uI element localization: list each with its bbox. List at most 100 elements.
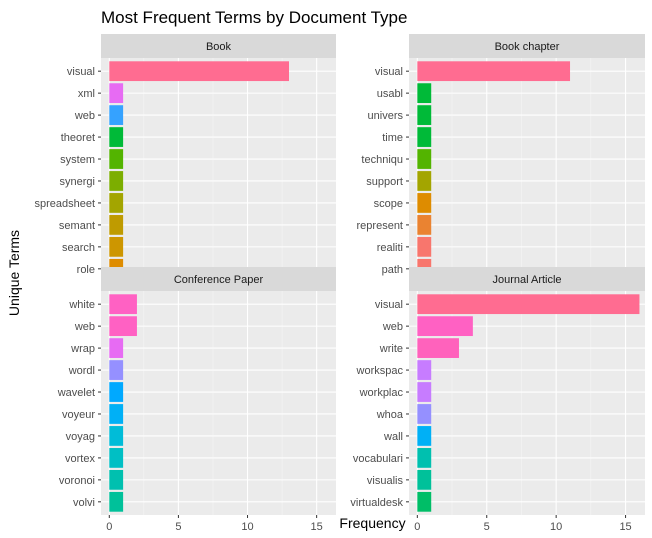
bar-conference-paper-voyeur: [109, 404, 124, 424]
bar-conference-paper-wordl: [109, 360, 124, 380]
y-tick-label: semant: [59, 220, 95, 232]
y-tick-label: workplac: [359, 387, 404, 399]
y-tick-label: web: [74, 110, 95, 122]
bar-book-web: [109, 105, 124, 125]
y-tick-label: vortex: [65, 453, 95, 465]
bar-conference-paper-wavelet: [109, 382, 124, 402]
y-tick-label: voyeur: [62, 409, 95, 421]
y-axis-title: Unique Terms: [6, 230, 22, 316]
bar-journal-article-vocabulari: [417, 448, 432, 468]
bar-book-system: [109, 149, 124, 169]
facet-panels: Book visual xml web theoret system synergi spre…: [34, 34, 645, 533]
bar-book-chapter-usabl: [417, 83, 432, 104]
facet-book-chapter: Book chapter visual usabl univers time techni…: [357, 34, 645, 282]
bar-journal-article-workspac: [417, 360, 432, 380]
bar-conference-paper-white: [109, 294, 137, 315]
y-tick-label: visualis: [367, 475, 404, 487]
y-tick-label: wall: [383, 431, 403, 443]
y-tick-label: role: [77, 264, 95, 276]
bar-journal-article-wall: [417, 426, 432, 446]
chart-title: Most Frequent Terms by Document Type: [101, 8, 407, 27]
bar-conference-paper-wrap: [109, 338, 124, 358]
facet-strip-label: Journal Article: [492, 274, 561, 286]
y-tick-label: univers: [368, 110, 404, 122]
y-tick-label: visual: [375, 299, 403, 311]
y-tick-label: path: [382, 264, 403, 276]
facet-strip: [409, 267, 645, 291]
y-tick-label: write: [379, 343, 403, 355]
y-tick-label: represent: [357, 220, 403, 232]
bar-book-chapter-scope: [417, 193, 432, 213]
bar-book-synergi: [109, 171, 124, 191]
bar-journal-article-visual: [417, 294, 640, 315]
bar-conference-paper-vortex: [109, 448, 124, 468]
facet-strip-label: Book: [206, 41, 232, 53]
bar-journal-article-workplac: [417, 382, 432, 402]
y-tick-label: search: [62, 242, 95, 254]
bar-book-chapter-techniqu: [417, 149, 432, 169]
facet-strip-label: Book chapter: [495, 41, 560, 53]
plot-panel: [101, 58, 336, 282]
facet-conference-paper: Conference Paper white web wrap wordl wavelet…: [57, 267, 336, 533]
y-tick-label: xml: [78, 88, 95, 100]
bar-book-theoret: [109, 127, 124, 147]
bar-book-chapter-support: [417, 171, 432, 191]
y-tick-label: vocabulari: [353, 453, 403, 465]
y-tick-label: visual: [67, 66, 95, 78]
bar-conference-paper-voronoi: [109, 469, 124, 490]
bar-conference-paper-voyag: [109, 426, 124, 446]
bar-journal-article-visualis: [417, 469, 432, 490]
facet-book: Book visual xml web theoret system synergi spre…: [34, 34, 336, 282]
y-tick-label: scope: [374, 198, 403, 210]
y-tick-label: theoret: [61, 132, 95, 144]
bar-journal-article-write: [417, 338, 459, 358]
bar-conference-paper-web: [109, 316, 137, 337]
bar-journal-article-whoa: [417, 404, 432, 424]
y-tick-label: voyag: [66, 431, 95, 443]
y-tick-label: spreadsheet: [34, 198, 95, 210]
plot-panel: [101, 291, 336, 515]
facet-strip: [409, 34, 645, 58]
bar-journal-article-virtualdesk: [417, 491, 432, 512]
x-tick-label: 5: [175, 521, 181, 533]
y-tick-label: synergi: [60, 176, 95, 188]
facet-strip: [101, 267, 336, 291]
y-tick-label: voronoi: [59, 475, 95, 487]
y-tick-label: wavelet: [57, 387, 95, 399]
y-tick-label: wrap: [70, 343, 95, 355]
plot-panel: [409, 58, 645, 282]
y-tick-label: system: [60, 154, 95, 166]
y-tick-label: virtualdesk: [350, 497, 403, 509]
y-tick-label: workspac: [356, 365, 404, 377]
y-tick-label: realiti: [377, 242, 403, 254]
y-tick-label: web: [74, 321, 95, 333]
x-tick-label: 15: [311, 521, 323, 533]
x-tick-label: 0: [414, 521, 420, 533]
x-tick-label: 15: [619, 521, 631, 533]
facet-strip: [101, 34, 336, 58]
y-tick-label: white: [68, 299, 95, 311]
x-tick-label: 5: [484, 521, 490, 533]
bar-book-spreadsheet: [109, 193, 124, 213]
x-tick-label: 10: [241, 521, 253, 533]
x-tick-label: 10: [550, 521, 562, 533]
bar-book-chapter-visual: [417, 61, 571, 82]
bar-book-search: [109, 236, 124, 257]
bar-book-chapter-represent: [417, 215, 432, 235]
x-axis-title: Frequency: [339, 515, 405, 531]
y-tick-label: web: [382, 321, 403, 333]
y-tick-label: volvi: [73, 497, 95, 509]
y-tick-label: usabl: [377, 88, 403, 100]
bar-book-chapter-time: [417, 127, 432, 147]
y-tick-label: whoa: [376, 409, 404, 421]
bar-conference-paper-volvi: [109, 491, 124, 512]
y-tick-label: wordl: [68, 365, 95, 377]
bar-book-semant: [109, 215, 124, 235]
bar-book-chapter-univers: [417, 105, 432, 125]
bar-book-xml: [109, 83, 124, 104]
facet-strip-label: Conference Paper: [174, 274, 264, 286]
y-tick-label: time: [382, 132, 403, 144]
bar-book-chapter-realiti: [417, 236, 432, 257]
x-tick-label: 0: [106, 521, 112, 533]
